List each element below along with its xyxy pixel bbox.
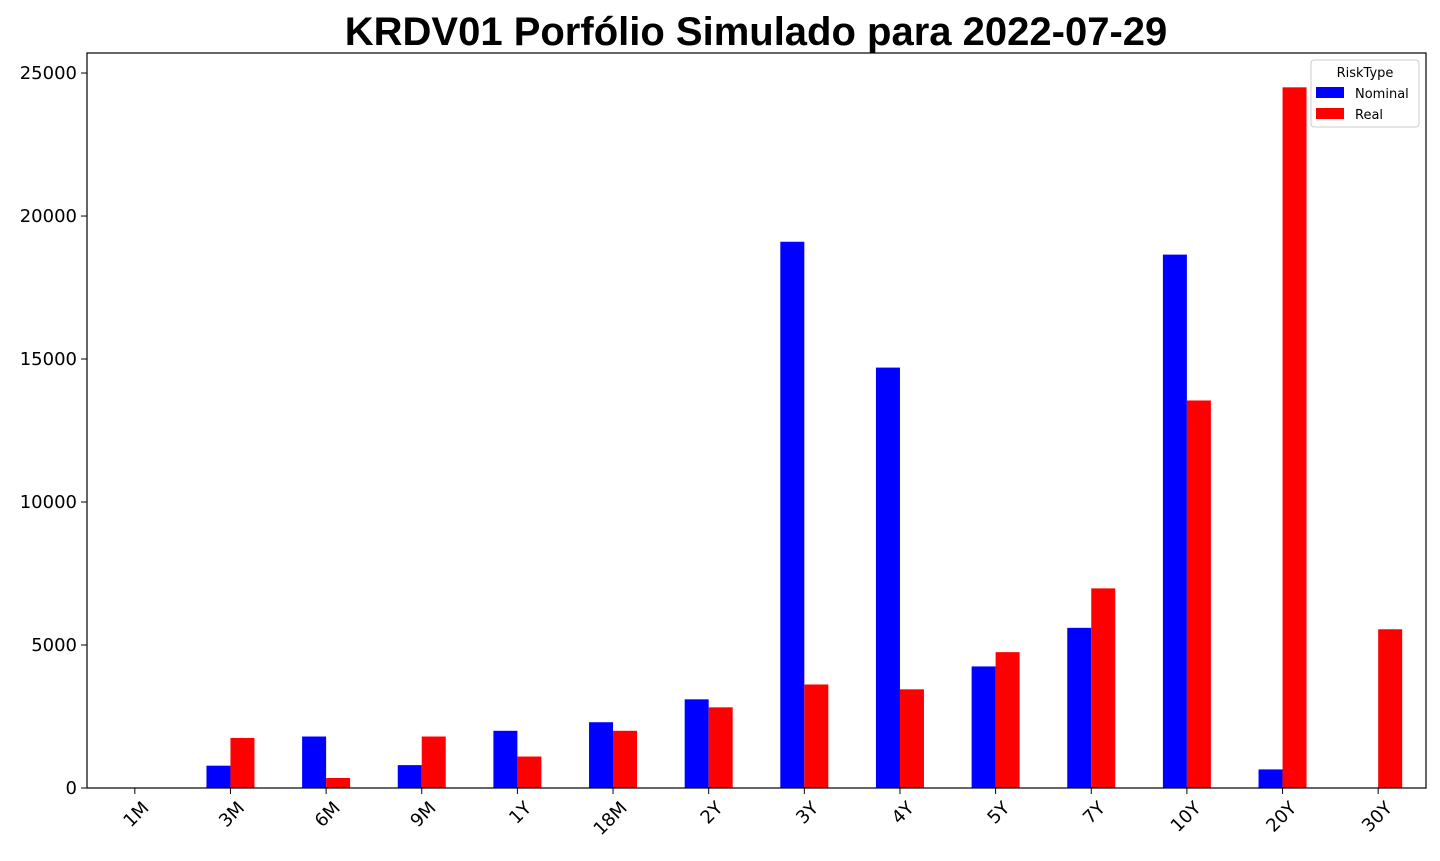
bar-nominal-18m — [589, 722, 614, 788]
legend-label-nominal: Nominal — [1355, 87, 1409, 102]
x-tick-label-5y: 5Y — [983, 797, 1014, 828]
bar-real-1y — [517, 756, 542, 788]
bars-layer — [206, 87, 1403, 788]
bar-real-10y — [1186, 400, 1211, 788]
x-tick-label-1y: 1Y — [505, 797, 536, 828]
bar-real-20y — [1282, 87, 1307, 788]
chart-title: KRDV01 Porfólio Simulado para 2022-07-29 — [345, 10, 1168, 54]
bar-real-30y — [1378, 629, 1403, 788]
x-axis: 1M 3M 6M 9M 1Y 18M 2Y 3Y 4Y 5Y 7Y 10Y 20Y 30Y — [119, 788, 1397, 840]
x-tick-label-3y: 3Y — [792, 797, 823, 828]
bar-real-3y — [804, 684, 829, 788]
bar-real-6m — [326, 777, 351, 788]
plot-frame — [86, 52, 1427, 789]
bar-real-18m — [613, 730, 638, 788]
bar-nominal-1y — [493, 730, 518, 788]
x-tick-label-20y: 20Y — [1262, 797, 1302, 837]
legend-swatch-real — [1316, 108, 1344, 119]
legend-label-real: Real — [1355, 108, 1383, 123]
bar-real-5y — [995, 652, 1020, 788]
x-tick-label-6m: 6M — [311, 798, 345, 832]
bar-nominal-20y — [1258, 769, 1283, 788]
bar-nominal-4y — [875, 367, 900, 788]
x-tick-label-3m: 3M — [215, 798, 249, 832]
bar-real-7y — [1091, 588, 1116, 788]
y-tick-label-15000: 15000 — [20, 349, 77, 370]
y-tick-label-25000: 25000 — [20, 63, 77, 84]
y-axis: 0 5000 10000 15000 20000 25000 — [20, 63, 87, 799]
x-tick-label-1m: 1M — [119, 798, 153, 832]
legend-swatch-nominal — [1316, 87, 1344, 98]
bar-nominal-5y — [971, 666, 996, 788]
x-tick-label-30y: 30Y — [1358, 797, 1398, 837]
x-tick-label-7y: 7Y — [1079, 797, 1110, 828]
x-tick-label-18m: 18M — [590, 798, 632, 840]
bar-real-3m — [230, 737, 255, 788]
bar-real-2y — [708, 707, 733, 788]
bar-nominal-9m — [397, 765, 422, 788]
x-tick-label-9m: 9M — [406, 798, 440, 832]
bar-nominal-10y — [1162, 254, 1187, 788]
bar-nominal-2y — [684, 699, 709, 788]
x-tick-label-2y: 2Y — [697, 797, 728, 828]
y-tick-label-0: 0 — [66, 778, 77, 799]
legend: RiskType Nominal Real — [1310, 59, 1420, 128]
bar-real-9m — [421, 736, 446, 788]
y-tick-label-10000: 10000 — [20, 492, 77, 513]
bar-nominal-3m — [206, 765, 231, 788]
y-tick-label-5000: 5000 — [31, 635, 77, 656]
legend-title: RiskType — [1337, 66, 1394, 81]
bar-nominal-3y — [780, 241, 805, 788]
y-tick-label-20000: 20000 — [20, 206, 77, 227]
bar-real-4y — [899, 689, 924, 788]
bar-nominal-6m — [302, 736, 327, 788]
x-tick-label-10y: 10Y — [1167, 797, 1207, 837]
bar-nominal-7y — [1067, 627, 1092, 788]
x-tick-label-4y: 4Y — [888, 797, 919, 828]
